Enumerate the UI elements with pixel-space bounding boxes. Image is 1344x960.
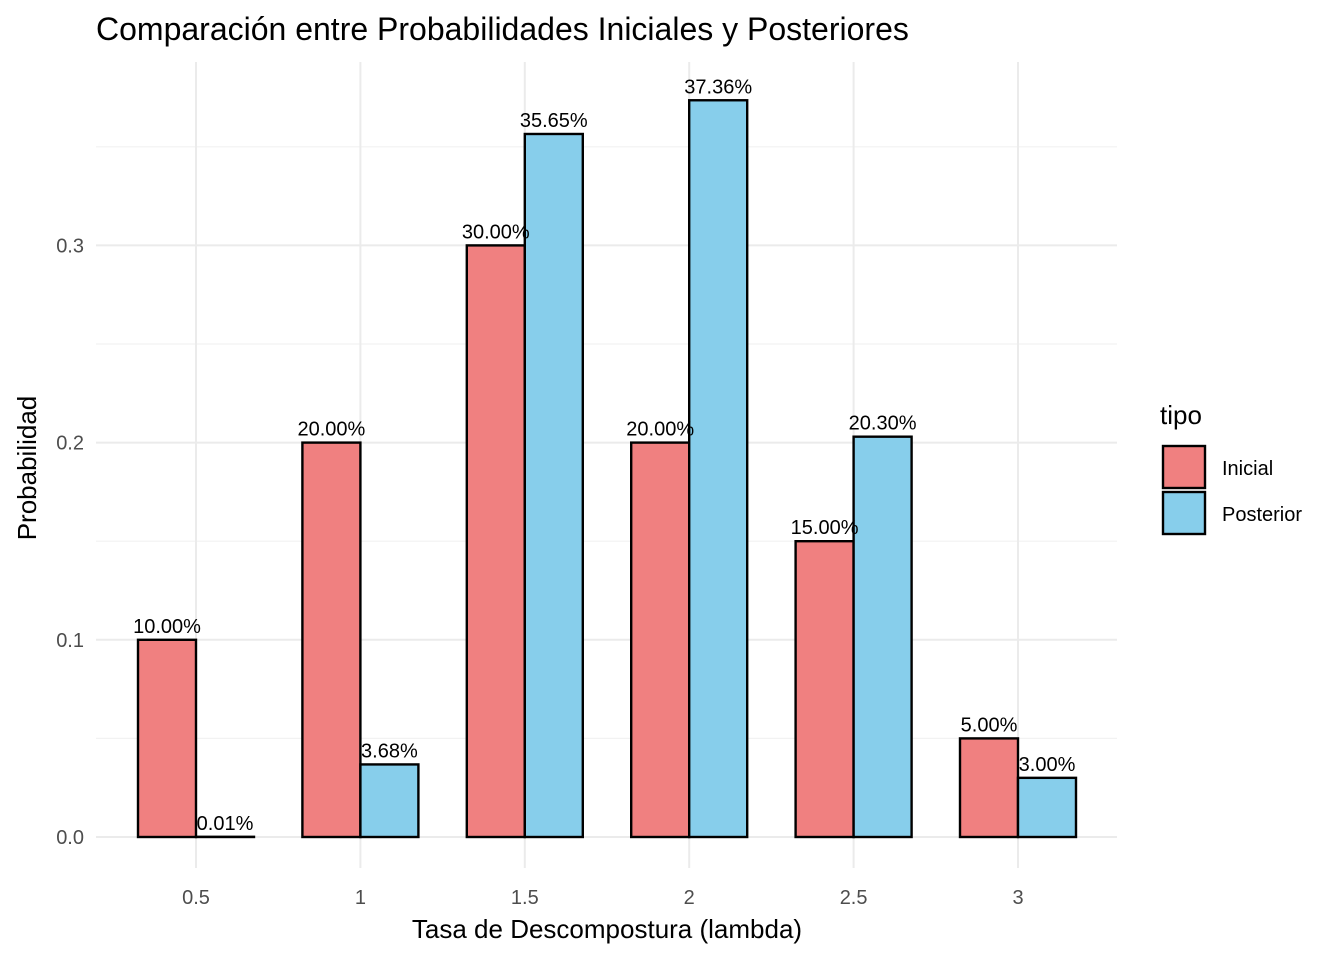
x-tick-label: 1.5 bbox=[511, 887, 539, 909]
data-label-inicial-2.5: 15.00% bbox=[791, 517, 859, 539]
bar-inicial-1.5 bbox=[465, 244, 526, 839]
data-label-inicial-1.5: 30.00% bbox=[462, 221, 530, 243]
legend: tipo Inicial Posterior bbox=[1160, 400, 1302, 536]
legend-label-posterior: Posterior bbox=[1222, 504, 1302, 526]
y-axis-ticks: 0.0 0.1 0.2 0.3 bbox=[56, 235, 84, 849]
x-tick-label: 0.5 bbox=[182, 887, 210, 909]
data-label-posterior-1: 3.68% bbox=[361, 740, 418, 762]
bar-inicial-2.5 bbox=[794, 540, 855, 839]
bars bbox=[136, 99, 1078, 839]
data-label-posterior-2.5: 20.30% bbox=[849, 413, 917, 435]
data-label-inicial-3: 5.00% bbox=[961, 714, 1018, 736]
bar-posterior-1.5 bbox=[523, 132, 584, 839]
x-tick-label: 2.5 bbox=[840, 887, 868, 909]
bar-inicial-3 bbox=[958, 737, 1020, 839]
legend-key-inicial bbox=[1161, 444, 1207, 490]
bar-inicial-2 bbox=[630, 441, 691, 839]
data-label-posterior-1.5: 35.65% bbox=[520, 110, 588, 132]
x-tick-label: 3 bbox=[1012, 887, 1023, 909]
bar-inicial-1 bbox=[301, 441, 362, 839]
x-tick-label: 2 bbox=[684, 887, 695, 909]
bar-inicial-0.5 bbox=[136, 638, 198, 839]
bar-posterior-2 bbox=[688, 99, 749, 839]
y-tick-label: 0.0 bbox=[56, 827, 84, 849]
legend-title: tipo bbox=[1160, 400, 1202, 430]
y-tick-label: 0.1 bbox=[56, 630, 84, 652]
bar-posterior-3 bbox=[1016, 776, 1078, 839]
data-label-posterior-3: 3.00% bbox=[1019, 754, 1076, 776]
y-tick-label: 0.3 bbox=[56, 235, 84, 257]
legend-key-posterior bbox=[1161, 490, 1207, 536]
legend-label-inicial: Inicial bbox=[1222, 458, 1273, 480]
data-label-inicial-2: 20.00% bbox=[626, 419, 694, 441]
data-label-inicial-0.5: 10.00% bbox=[133, 616, 201, 638]
bar-posterior-2.5 bbox=[852, 435, 913, 839]
data-labels: 10.00% 0.01% 20.00% 3.68% 30.00% 35.65% 20.00%… bbox=[133, 76, 1075, 835]
x-tick-label: 1 bbox=[355, 887, 366, 909]
data-label-inicial-1: 20.00% bbox=[297, 419, 365, 441]
y-axis-title: Probabilidad bbox=[12, 396, 42, 541]
data-label-posterior-0.5: 0.01% bbox=[197, 813, 254, 835]
chart-title: Comparación entre Probabilidades Inicial… bbox=[96, 11, 909, 47]
data-label-posterior-2: 37.36% bbox=[684, 76, 752, 98]
y-tick-label: 0.2 bbox=[56, 433, 84, 455]
bar-posterior-1 bbox=[359, 763, 420, 839]
x-axis-title: Tasa de Descompostura (lambda) bbox=[412, 914, 802, 944]
x-axis-ticks: 0.5 1 1.5 2 2.5 3 bbox=[182, 887, 1023, 909]
